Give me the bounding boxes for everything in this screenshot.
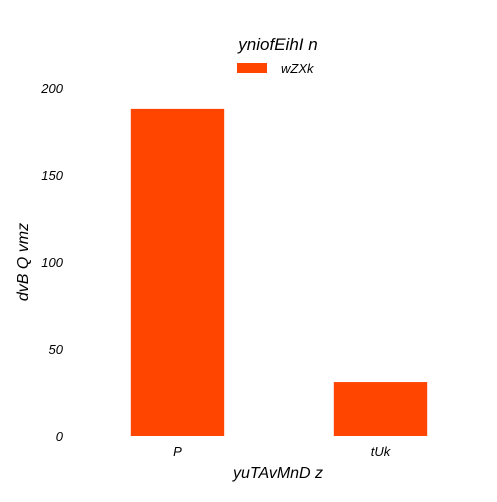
y-tick-label: 200: [40, 81, 63, 96]
legend-label: wZXk: [281, 61, 315, 76]
chart-title: yniofEihI n: [237, 35, 317, 54]
x-tick-label: P: [173, 444, 182, 459]
legend: wZXk: [237, 61, 315, 76]
x-tick-label: tUk: [371, 444, 392, 459]
y-tick-label: 100: [41, 255, 63, 270]
y-tick-label: 0: [56, 429, 64, 444]
bars: [130, 108, 428, 436]
y-tick-label: 150: [41, 168, 63, 183]
legend-swatch: [237, 63, 267, 73]
bar-p: [130, 108, 225, 436]
y-axis-label: dvB Q vmz: [15, 223, 32, 301]
bar-tuk: [333, 382, 428, 436]
x-axis-label: yuTAvMnD z: [232, 465, 323, 482]
y-axis-ticks: 0 50 100 150 200: [40, 81, 63, 444]
y-tick-label: 50: [49, 342, 64, 357]
